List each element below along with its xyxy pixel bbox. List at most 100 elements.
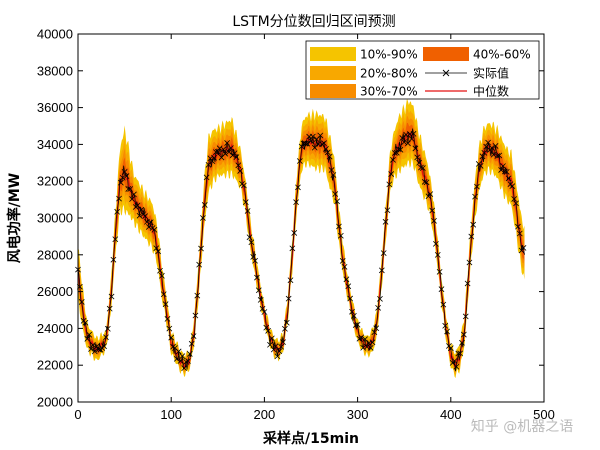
- actual-point-marker: [334, 198, 340, 205]
- actual-point-marker: [317, 132, 324, 139]
- actual-point-marker: [259, 305, 266, 312]
- legend-label-40%-60%: 40%-60%: [473, 48, 531, 62]
- actual-point-marker: [209, 158, 216, 164]
- actual-point-marker: [309, 133, 316, 140]
- actual-point-marker: [95, 346, 102, 353]
- actual-point-marker: [332, 191, 339, 197]
- actual-point-marker: [106, 305, 113, 312]
- legend-label-20%-80%: 20%-80%: [360, 67, 418, 81]
- actual-point-marker: [233, 154, 240, 160]
- actual-point-marker: [246, 234, 253, 241]
- actual-point-marker: [188, 340, 195, 347]
- actual-point-marker: [151, 226, 158, 233]
- actual-point-marker: [164, 316, 171, 322]
- actual-point-marker: [360, 344, 367, 351]
- actual-point-marker: [511, 196, 518, 202]
- actual-point-marker: [492, 143, 499, 149]
- actual-point-marker: [304, 140, 311, 147]
- chart-title: LSTM分位数回归区间预测: [232, 13, 395, 30]
- actual-point-marker: [436, 268, 443, 275]
- actual-point-marker: [367, 344, 374, 351]
- actual-point-marker: [416, 159, 422, 166]
- actual-point-marker: [386, 181, 393, 188]
- actual-point-marker: [414, 154, 421, 161]
- actual-point-marker: [364, 343, 370, 350]
- actual-point-marker: [384, 207, 391, 214]
- actual-point-marker: [211, 154, 217, 161]
- actual-point-marker: [431, 217, 437, 224]
- actual-point-marker: [248, 239, 255, 246]
- actual-point-marker: [503, 168, 510, 175]
- actual-point-marker: [285, 295, 292, 302]
- legend-label-median: 中位数: [473, 84, 509, 99]
- actual-point-marker: [235, 162, 242, 169]
- actual-point-marker: [488, 145, 495, 151]
- x-tick-label: 400: [440, 407, 462, 422]
- actual-point-marker: [321, 140, 327, 147]
- y-axis-label: 风电功率/MW: [6, 173, 23, 264]
- actual-point-marker: [336, 223, 342, 230]
- actual-point-marker: [129, 196, 135, 202]
- actual-point-marker: [457, 350, 464, 357]
- x-tick-label: 300: [347, 407, 369, 422]
- actual-point-marker: [429, 207, 436, 214]
- actual-point-marker: [423, 179, 430, 186]
- y-tick-label: 38000: [37, 63, 73, 78]
- legend-swatch-30%-70%: [310, 84, 356, 98]
- actual-point-marker: [134, 202, 141, 209]
- actual-point-marker: [434, 251, 441, 258]
- actual-point-marker: [459, 339, 465, 346]
- actual-series-layer: [75, 128, 527, 372]
- actual-point-marker: [289, 245, 296, 252]
- actual-point-marker: [308, 137, 314, 144]
- legend-swatch-10%-90%: [310, 47, 356, 61]
- actual-point-marker: [270, 346, 277, 353]
- actual-point-marker: [216, 145, 223, 152]
- actual-point-marker: [127, 186, 134, 192]
- actual-point-marker: [302, 140, 309, 147]
- actual-point-marker: [323, 146, 329, 152]
- actual-point-marker: [474, 183, 480, 190]
- actual-point-marker: [222, 150, 229, 157]
- actual-point-marker: [293, 199, 299, 206]
- actual-point-marker: [470, 221, 477, 228]
- actual-point-marker: [358, 334, 365, 341]
- actual-point-marker: [515, 223, 521, 230]
- actual-point-marker: [427, 191, 434, 197]
- actual-point-marker: [412, 145, 419, 152]
- actual-point-marker: [397, 146, 404, 153]
- actual-point-marker: [433, 240, 439, 247]
- actual-point-marker: [295, 184, 301, 191]
- actual-point-marker: [268, 335, 275, 342]
- actual-point-marker: [241, 182, 247, 189]
- actual-point-marker: [190, 333, 197, 339]
- actual-point-marker: [345, 283, 352, 290]
- actual-point-marker: [472, 193, 478, 200]
- actual-point-marker: [103, 334, 109, 341]
- legend-swatch-40%-60%: [423, 47, 469, 61]
- actual-point-marker: [244, 208, 251, 214]
- y-tick-label: 20000: [37, 395, 73, 410]
- y-tick-label: 24000: [37, 321, 73, 336]
- actual-point-marker: [479, 153, 486, 160]
- actual-point-marker: [462, 313, 469, 320]
- actual-point-marker: [349, 308, 355, 315]
- actual-point-marker: [101, 343, 107, 350]
- actual-point-marker: [418, 164, 424, 171]
- actual-point-marker: [224, 140, 231, 146]
- actual-point-marker: [231, 150, 238, 157]
- actual-point-marker: [242, 199, 249, 206]
- actual-point-marker: [112, 236, 119, 243]
- actual-point-marker: [168, 334, 175, 341]
- actual-point-marker: [447, 345, 454, 352]
- actual-point-marker: [162, 301, 169, 308]
- actual-point-marker: [477, 162, 484, 169]
- actual-point-marker: [350, 312, 357, 319]
- actual-point-marker: [252, 257, 258, 264]
- actual-point-marker: [282, 325, 288, 332]
- actual-point-marker: [237, 168, 244, 174]
- actual-point-marker: [455, 350, 462, 357]
- actual-point-marker: [498, 167, 505, 173]
- actual-point-marker: [194, 292, 201, 299]
